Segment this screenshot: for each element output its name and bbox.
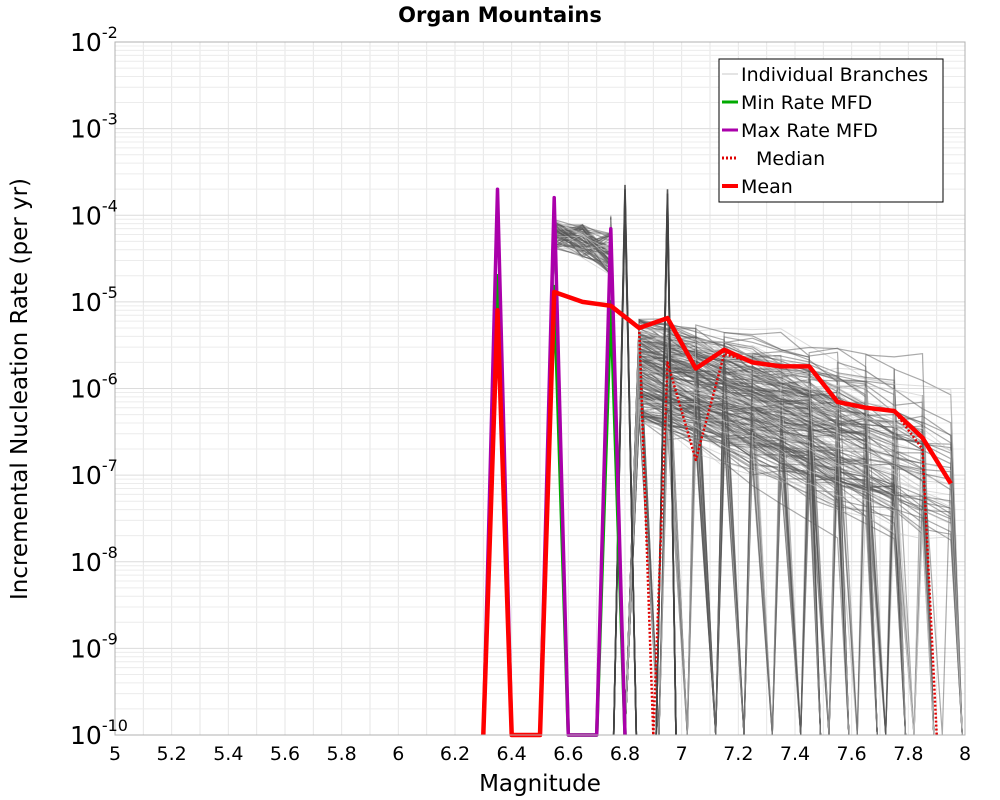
x-tick-label: 7.2 — [723, 743, 753, 765]
y-axis-label: Incremental Nucleation Rate (per yr) — [7, 178, 33, 600]
x-axis-label: Magnitude — [479, 771, 601, 797]
legend-label: Median — [756, 148, 825, 170]
branch-line — [539, 240, 906, 736]
x-tick-label: 6.8 — [610, 743, 640, 765]
x-tick-label: 6.2 — [440, 743, 470, 765]
plot-frame — [114, 41, 966, 736]
x-tick-label: 6.6 — [553, 743, 583, 765]
branch-line — [539, 235, 878, 736]
legend-label: Min Rate MFD — [741, 92, 872, 114]
x-tick-label: 6.4 — [497, 743, 527, 765]
x-tick-label: 5 — [109, 743, 121, 765]
y-tick-label: 10-9 — [70, 629, 118, 663]
legend-box — [718, 58, 944, 203]
branch-line — [539, 222, 963, 736]
legend-label: Max Rate MFD — [741, 120, 878, 142]
y-tick-label: 10-8 — [70, 543, 118, 577]
y-tick-label: 10-2 — [70, 23, 118, 57]
x-tick-label: 5.2 — [157, 743, 187, 765]
y-tick-label: 10-3 — [70, 110, 118, 144]
x-tick-label: 6 — [392, 743, 404, 765]
branch-line — [539, 241, 935, 736]
x-tick-label: 5.6 — [270, 743, 300, 765]
branch-line — [612, 206, 638, 736]
branch-line — [655, 210, 677, 736]
y-tick-label: 10-5 — [70, 283, 118, 317]
y-tick-label: 10-6 — [70, 370, 118, 404]
x-tick-label: 5.8 — [327, 743, 357, 765]
x-tick-label: 7.6 — [837, 743, 867, 765]
x-tick-label: 8 — [959, 743, 971, 765]
branch-line — [539, 224, 935, 736]
x-tick-label: 7.8 — [893, 743, 923, 765]
legend-label: Individual Branches — [741, 64, 928, 86]
y-tick-label: 10-10 — [70, 716, 128, 750]
x-tick-label: 5.4 — [213, 743, 243, 765]
y-tick-label: 10-7 — [70, 456, 118, 490]
legend: Individual Branches Min Rate MFD Max Rate … — [718, 58, 944, 203]
series-max-rate-mfd — [481, 187, 627, 737]
y-tick-label: 10-4 — [70, 196, 118, 230]
legend-label: Mean — [741, 176, 793, 198]
chart-title: Organ Mountains — [398, 3, 602, 27]
x-tick-labels: 5 5.2 5.4 5.6 5.8 6 6.2 6.4 6.6 6.8 7 7.2 7.4 7.6 7.8 8 — [109, 743, 971, 765]
y-tick-labels: 10-10 10-9 10-8 10-7 10-6 10-5 10-4 10-3 10-2 — [70, 23, 128, 750]
x-tick-label: 7 — [676, 743, 688, 765]
x-tick-label: 7.4 — [780, 743, 810, 765]
